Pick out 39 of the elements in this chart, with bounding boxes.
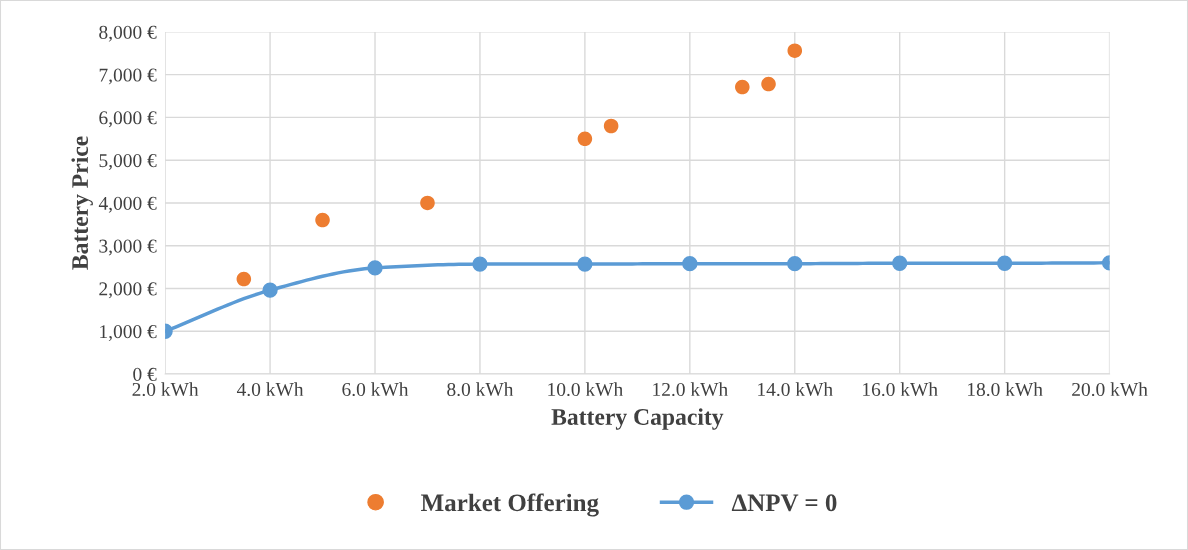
point	[472, 256, 488, 272]
point	[262, 282, 278, 298]
point	[603, 118, 619, 134]
y-tick-label: 4,000 €	[98, 196, 157, 213]
point	[577, 131, 593, 147]
point	[577, 256, 593, 272]
point	[682, 256, 698, 272]
legend-label: ΔNPV = 0	[731, 494, 837, 512]
y-tick-label: 8,000 €	[99, 25, 157, 42]
point	[420, 195, 435, 211]
y-tick-label: 6,000 €	[99, 111, 157, 128]
y-tick-label: 2,000 €	[99, 282, 157, 299]
point	[761, 76, 776, 92]
x-tick-label: 10.0 kWh	[548, 382, 623, 397]
y-tick-label: 1,000 €	[100, 325, 157, 341]
x-tick-label: 20.0 kWh	[1072, 382, 1148, 397]
y-axis-title: Battery Price	[71, 136, 93, 270]
point	[997, 255, 1013, 271]
x-tick-label: 16.0 kWh	[863, 382, 938, 397]
x-tick-label: 18.0 kWh	[968, 382, 1043, 397]
x-tick-label: 6.0 kWh	[342, 382, 409, 397]
x-tick-label: 2.0 kWh	[132, 382, 199, 397]
point	[236, 271, 252, 287]
point	[367, 260, 383, 276]
point	[787, 256, 803, 272]
legend-label: Market Offering	[421, 493, 599, 517]
x-tick-label: 4.0 kWh	[236, 382, 304, 397]
x-tick-label: 14.0 kWh	[758, 382, 833, 397]
y-tick-label: 5,000 €	[99, 154, 157, 170]
x-axis-title: Battery Capacity	[551, 408, 724, 430]
point	[315, 212, 330, 228]
point	[787, 43, 803, 58]
point	[892, 255, 908, 271]
point	[735, 79, 750, 95]
x-tick-label: 8.0 kWh	[447, 382, 514, 397]
x-tick-label: 12.0 kWh	[653, 382, 728, 397]
y-tick-label: 0 €	[133, 367, 157, 381]
y-tick-label: 3,000 €	[99, 239, 157, 256]
y-tick-label: 7,000 €	[99, 68, 157, 85]
